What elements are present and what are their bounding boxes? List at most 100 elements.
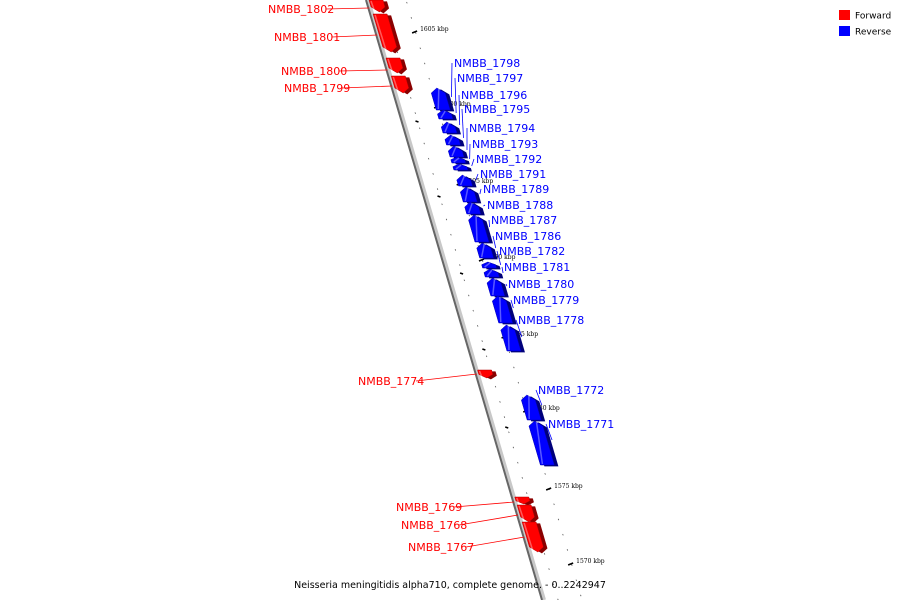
gene-label[interactable]: NMBB_1794: [469, 122, 535, 135]
gene-arrow[interactable]: [500, 324, 522, 352]
gene-arrow[interactable]: [450, 156, 467, 164]
gene-feature[interactable]: [492, 295, 517, 325]
gene-label[interactable]: NMBB_1779: [513, 294, 579, 307]
gene-arrow-highlight: [535, 421, 544, 465]
gene-arrow[interactable]: [521, 394, 542, 421]
gene-feature[interactable]: [450, 156, 470, 165]
gene-label[interactable]: NMBB_1788: [487, 199, 553, 212]
gene-arrow[interactable]: [514, 496, 531, 505]
ruler-minor-tick-left: [450, 233, 452, 236]
gene-label[interactable]: NMBB_1802: [268, 3, 334, 16]
gene-feature[interactable]: [483, 268, 504, 279]
gene-feature[interactable]: [440, 121, 462, 135]
ruler-tick-label: 1585 kbp: [510, 331, 539, 338]
gene-feature[interactable]: [385, 57, 407, 75]
ruler-minor-tick-left: [526, 492, 528, 494]
gene-feature[interactable]: [368, 0, 390, 14]
gene-leader-line: [479, 188, 482, 195]
gene-feature[interactable]: [521, 521, 548, 554]
ruler-minor-tick-left: [481, 340, 483, 342]
gene-arrow[interactable]: [390, 75, 410, 94]
gene-arrow[interactable]: [516, 504, 535, 523]
gene-feature[interactable]: [486, 277, 509, 298]
ruler-minor-tick-left: [472, 309, 474, 312]
gene-feature[interactable]: [521, 394, 546, 422]
gene-feature[interactable]: [444, 134, 465, 147]
gene-arrow[interactable]: [528, 420, 555, 466]
gene-arrow[interactable]: [456, 174, 473, 187]
ruler-minor-tick: [441, 123, 444, 126]
gene-label[interactable]: NMBB_1782: [499, 245, 565, 258]
ruler-minor-tick-left: [410, 97, 412, 99]
gene-label[interactable]: NMBB_1793: [472, 138, 538, 151]
gene-label[interactable]: NMBB_1798: [454, 57, 520, 70]
gene-arrow[interactable]: [444, 134, 461, 146]
gene-feature[interactable]: [372, 13, 401, 54]
gene-label[interactable]: NMBB_1791: [480, 168, 546, 181]
gene-label[interactable]: NMBB_1789: [483, 183, 549, 196]
gene-label[interactable]: NMBB_1792: [476, 153, 542, 166]
gene-label[interactable]: NMBB_1772: [538, 384, 604, 397]
gene-leader-line: [492, 235, 497, 249]
gene-arrow[interactable]: [483, 268, 500, 278]
gene-arrow[interactable]: [460, 186, 478, 203]
gene-feature[interactable]: [390, 75, 413, 95]
gene-leader-line: [505, 283, 508, 287]
ruler-minor-tick-left: [494, 385, 497, 388]
gene-label[interactable]: NMBB_1786: [495, 230, 561, 243]
gene-feature[interactable]: [456, 174, 477, 188]
gene-label[interactable]: NMBB_1771: [548, 418, 614, 431]
gene-label[interactable]: NMBB_1781: [504, 261, 570, 274]
gene-arrow[interactable]: [481, 261, 497, 269]
gene-arrow-highlight: [447, 135, 454, 145]
gene-arrow[interactable]: [452, 163, 469, 171]
ruler-minor-tick: [424, 62, 426, 65]
gene-arrow[interactable]: [521, 521, 544, 553]
gene-arrow[interactable]: [437, 109, 454, 120]
gene-arrow[interactable]: [368, 0, 386, 13]
gene-feature[interactable]: [516, 504, 539, 524]
gene-label[interactable]: NMBB_1796: [461, 89, 527, 102]
gene-arrow[interactable]: [372, 13, 398, 53]
ruler-minor-tick-left: [419, 127, 421, 130]
gene-label[interactable]: NMBB_1778: [518, 314, 584, 327]
gene-feature[interactable]: [528, 420, 559, 467]
gene-feature[interactable]: [481, 261, 501, 270]
gene-feature[interactable]: [468, 214, 493, 244]
gene-label[interactable]: NMBB_1797: [457, 72, 523, 85]
gene-arrow[interactable]: [385, 57, 404, 74]
gene-arrow[interactable]: [486, 277, 506, 297]
gene-arrow[interactable]: [440, 121, 458, 134]
gene-feature[interactable]: [460, 186, 482, 204]
gene-label[interactable]: NMBB_1800: [281, 65, 347, 78]
gene-feature[interactable]: [476, 242, 498, 260]
gene-feature[interactable]: [452, 163, 472, 172]
gene-arrow[interactable]: [476, 242, 495, 259]
gene-feature[interactable]: [437, 109, 457, 121]
gene-feature[interactable]: [447, 145, 469, 159]
ruler-minor-tick-left: [485, 355, 488, 358]
gene-feature[interactable]: [514, 496, 534, 506]
gene-arrow[interactable]: [468, 214, 490, 243]
ruler-minor-tick: [580, 594, 582, 597]
gene-label[interactable]: NMBB_1768: [401, 519, 467, 532]
gene-feature[interactable]: [477, 369, 497, 380]
gene-label[interactable]: NMBB_1795: [464, 103, 530, 116]
ruler-minor-tick-left: [441, 203, 443, 206]
gene-arrow[interactable]: [464, 201, 482, 215]
gene-label[interactable]: NMBB_1787: [491, 214, 557, 227]
gene-feature[interactable]: [500, 324, 525, 353]
gene-label[interactable]: NMBB_1799: [284, 82, 350, 95]
ruler-minor-tick: [553, 503, 555, 506]
gene-label[interactable]: NMBB_1774: [358, 375, 424, 388]
gene-feature[interactable]: [464, 201, 485, 216]
gene-label[interactable]: NMBB_1801: [274, 31, 340, 44]
gene-label[interactable]: NMBB_1769: [396, 501, 462, 514]
gene-label[interactable]: NMBB_1767: [408, 541, 474, 554]
gene-arrow[interactable]: [477, 369, 494, 379]
gene-arrow[interactable]: [492, 295, 514, 324]
gene-label[interactable]: NMBB_1780: [508, 278, 574, 291]
ruler-minor-tick-left: [477, 325, 479, 327]
ruler-minor-tick: [562, 533, 564, 536]
gene-leader-line: [338, 69, 388, 72]
